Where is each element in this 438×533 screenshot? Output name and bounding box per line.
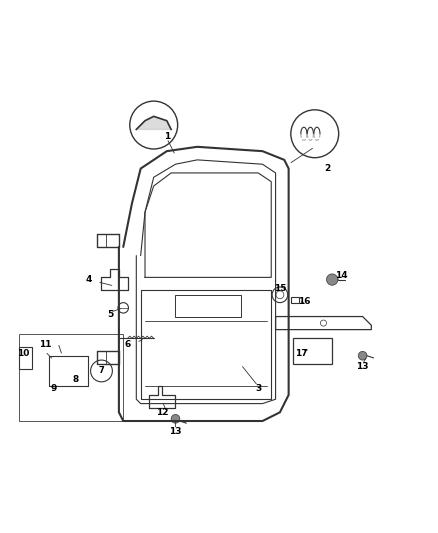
- Text: 8: 8: [72, 375, 78, 384]
- Text: 10: 10: [17, 349, 29, 358]
- Text: 7: 7: [99, 367, 104, 375]
- Bar: [19, 347, 32, 369]
- Bar: [176, 295, 241, 317]
- Bar: [19, 334, 123, 421]
- Text: 6: 6: [124, 341, 131, 349]
- Text: 3: 3: [255, 384, 261, 393]
- Text: 13: 13: [357, 362, 369, 371]
- Text: 13: 13: [169, 427, 182, 437]
- Text: 1: 1: [164, 132, 170, 141]
- Circle shape: [291, 110, 339, 158]
- Bar: [293, 338, 332, 365]
- Text: 14: 14: [335, 271, 347, 280]
- Text: 5: 5: [107, 310, 113, 319]
- Text: 2: 2: [325, 164, 331, 173]
- Text: 17: 17: [295, 349, 308, 358]
- Text: 16: 16: [297, 297, 310, 306]
- Text: 9: 9: [50, 384, 57, 393]
- Circle shape: [326, 274, 338, 285]
- Text: 12: 12: [156, 408, 169, 417]
- Circle shape: [358, 351, 367, 360]
- Bar: [291, 297, 299, 303]
- Text: 15: 15: [274, 284, 286, 293]
- Text: 4: 4: [85, 275, 92, 284]
- Circle shape: [171, 415, 180, 423]
- Text: 11: 11: [39, 341, 51, 349]
- Circle shape: [130, 101, 178, 149]
- Polygon shape: [136, 116, 171, 130]
